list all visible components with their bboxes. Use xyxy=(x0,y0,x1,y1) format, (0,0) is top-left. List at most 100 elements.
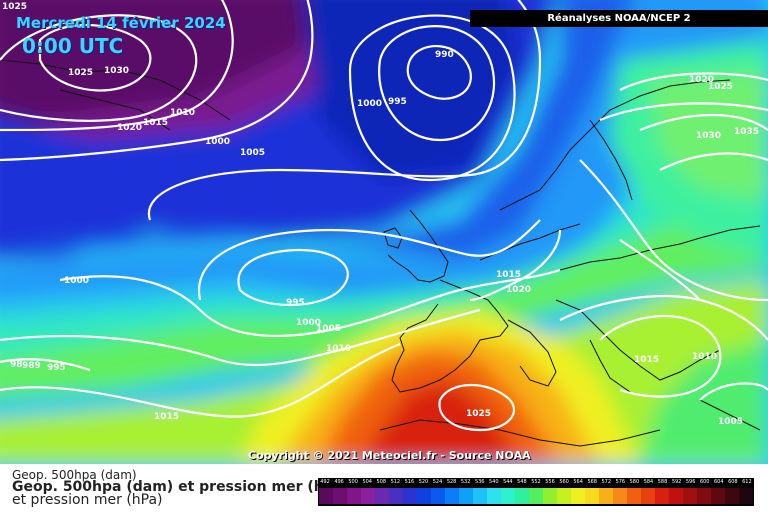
legend-subtitle: et pression mer (hPa) xyxy=(12,492,163,508)
copyright-text: Copyright © 2021 Meteociel.fr - Source N… xyxy=(248,449,531,462)
scale-swatch xyxy=(557,488,571,504)
scale-label: 520 xyxy=(418,479,429,485)
scale-label: 580 xyxy=(629,479,640,485)
scale-label: 528 xyxy=(446,479,457,485)
scale-label: 592 xyxy=(671,479,682,485)
isobar-label: 1015 xyxy=(154,412,179,422)
scale-label: 544 xyxy=(503,479,513,485)
scale-label: 608 xyxy=(728,479,738,485)
isobar-label: 1035 xyxy=(734,127,759,137)
scale-label: 508 xyxy=(376,479,387,485)
isobar-label: 1000 xyxy=(296,318,321,328)
isobar-label: 1000 xyxy=(205,137,230,147)
scale-swatch xyxy=(669,488,683,504)
isobar-label: 1010 xyxy=(170,108,195,118)
scale-swatch xyxy=(627,488,641,504)
isobar-label: 1020 xyxy=(689,75,714,85)
isobar-label: 1005 xyxy=(718,417,743,427)
scale-swatch xyxy=(389,488,403,504)
scale-label: 552 xyxy=(531,479,541,485)
scale-swatch xyxy=(501,488,515,504)
isobar-label: 1020 xyxy=(506,285,531,295)
scale-swatch xyxy=(571,488,585,504)
coastlines xyxy=(0,59,761,447)
scale-label: 512 xyxy=(390,479,401,485)
scale-swatch xyxy=(361,488,375,504)
isobar-label: 1025 xyxy=(466,409,491,419)
scale-label: 584 xyxy=(643,479,654,485)
scale-label: 492 xyxy=(320,479,330,485)
scale-swatch xyxy=(473,488,487,504)
scale-label: 536 xyxy=(474,479,485,485)
scale-label: 576 xyxy=(615,479,626,485)
scale-label: 504 xyxy=(362,479,372,485)
scale-label: 560 xyxy=(559,479,569,485)
isobar-label: 1000 xyxy=(64,276,89,286)
isobar-label: 995 xyxy=(286,298,305,308)
scale-swatch xyxy=(711,488,725,504)
isobar-label: 1015 xyxy=(143,118,168,128)
scale-label: 612 xyxy=(742,479,752,485)
scale-swatch xyxy=(529,488,543,504)
color-scale-swatches xyxy=(318,487,754,505)
scale-swatch xyxy=(459,488,473,504)
scale-swatch xyxy=(347,488,361,504)
scale-swatch xyxy=(641,488,655,504)
map-time: 0:00 UTC xyxy=(22,34,124,58)
scale-swatch xyxy=(697,488,711,504)
scale-label: 496 xyxy=(334,479,344,485)
color-scale-labels: 492 496 500 504 508 512 516 520 524 528 532 536 540 5… xyxy=(318,478,754,487)
scale-swatch xyxy=(375,488,389,504)
geopotential-field xyxy=(0,0,768,464)
isobar-label: 1005 xyxy=(316,324,341,334)
scale-swatch xyxy=(683,488,697,504)
isobar-label: 1000 xyxy=(357,99,382,109)
scale-swatch xyxy=(585,488,599,504)
isobar-label: 995 xyxy=(388,97,407,107)
isobar-label: 1015 xyxy=(634,355,659,365)
isobar-label: 98 xyxy=(10,360,23,370)
isobar-label: 1010 xyxy=(326,344,351,354)
scale-swatch xyxy=(543,488,557,504)
scale-label: 588 xyxy=(657,479,668,485)
scale-label: 600 xyxy=(699,479,710,485)
scale-swatch xyxy=(445,488,459,504)
scale-label: 500 xyxy=(348,479,358,485)
isobar-lines xyxy=(0,0,768,430)
scale-swatch xyxy=(403,488,417,504)
legend-title-bold: Geop. 500hpa (dam) et pression mer (hPa) xyxy=(12,479,350,495)
scale-swatch xyxy=(515,488,529,504)
weather-map: 1025 1025 1030 1020 1015 1010 1000 1005 … xyxy=(0,0,768,464)
scale-label: 572 xyxy=(601,479,612,485)
scale-swatch xyxy=(725,488,739,504)
scale-label: 596 xyxy=(685,479,696,485)
isobar-labels: 1025 1025 1030 1020 1015 1010 1000 1005 … xyxy=(2,2,759,427)
isobar-label: 1030 xyxy=(696,131,721,141)
scale-label: 568 xyxy=(587,479,597,485)
isobar-label: 989 xyxy=(22,361,41,371)
map-date: Mercredi 14 février 2024 xyxy=(16,14,226,32)
scale-label: 532 xyxy=(460,479,471,485)
scale-swatch xyxy=(739,488,753,504)
isobar-label: 1025 xyxy=(708,82,733,92)
scale-label: 524 xyxy=(432,479,443,485)
scale-label: 564 xyxy=(573,479,583,485)
isobar-label: 1015 xyxy=(496,270,521,280)
isobar-label: 1025 xyxy=(68,68,93,78)
scale-swatch xyxy=(333,488,347,504)
scale-swatch xyxy=(319,488,333,504)
scale-label: 516 xyxy=(404,479,415,485)
scale-label: 540 xyxy=(489,479,499,485)
scale-swatch xyxy=(431,488,445,504)
isobar-label: 990 xyxy=(435,50,454,60)
scale-swatch xyxy=(417,488,431,504)
scale-swatch xyxy=(487,488,501,504)
isobar-label: 1010 xyxy=(692,352,717,362)
scale-label: 548 xyxy=(517,479,527,485)
isobar-label: 995 xyxy=(47,363,66,373)
isobar-label: 1025 xyxy=(2,2,27,12)
isobar-label: 1020 xyxy=(117,123,142,133)
scale-label: 556 xyxy=(545,479,555,485)
scale-swatch xyxy=(613,488,627,504)
scale-swatch xyxy=(599,488,613,504)
